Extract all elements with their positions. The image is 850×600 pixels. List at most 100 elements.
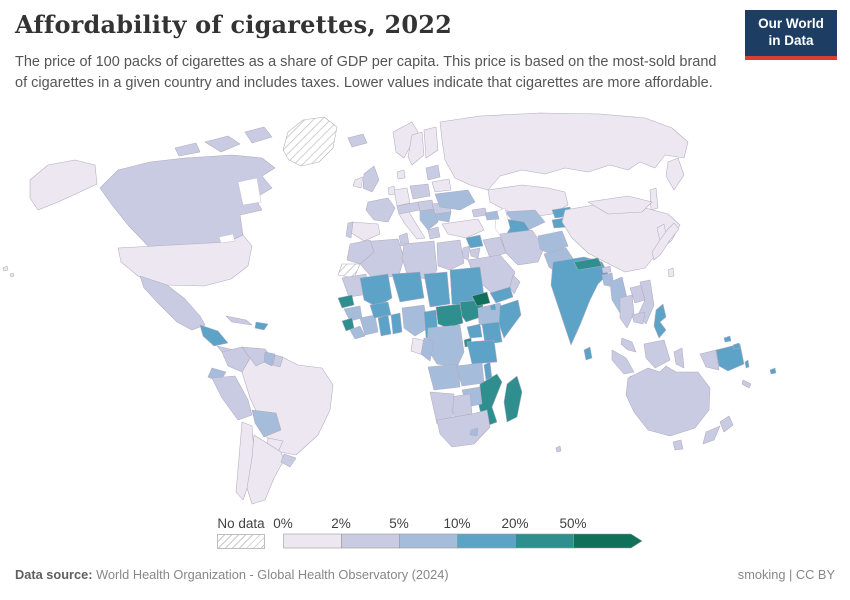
country-uruguay[interactable] — [280, 453, 297, 468]
country-mexico[interactable] — [139, 275, 206, 331]
country-somalia[interactable] — [498, 299, 522, 339]
country-djibouti[interactable] — [489, 303, 497, 311]
credit-line[interactable]: smoking | CC BY — [737, 567, 835, 582]
country-philippines[interactable] — [653, 303, 667, 339]
country-germany[interactable] — [393, 187, 411, 207]
country-malaysia[interactable] — [620, 337, 637, 353]
country-sri-lanka[interactable] — [583, 346, 593, 361]
country-central-african-republic[interactable] — [435, 303, 464, 329]
country-nigeria[interactable] — [401, 304, 429, 337]
country-ireland[interactable] — [352, 176, 364, 189]
country-mongolia[interactable] — [587, 195, 653, 215]
country-sierra-leone[interactable] — [341, 317, 355, 332]
country-peru[interactable] — [211, 375, 253, 421]
country-uganda[interactable] — [466, 323, 483, 339]
country-bhutan[interactable] — [601, 265, 612, 274]
country-hispaniola[interactable] — [254, 321, 269, 331]
country-japan[interactable] — [651, 222, 680, 261]
country-united-states-hawaii-2[interactable] — [9, 272, 15, 278]
country-taiwan[interactable] — [667, 267, 675, 278]
country-georgia[interactable] — [471, 207, 488, 218]
country-niger[interactable] — [391, 271, 425, 303]
country-russia-kamchatka[interactable] — [665, 157, 685, 191]
legend-bin-3[interactable] — [457, 533, 516, 549]
country-mauritius[interactable] — [555, 445, 562, 453]
country-argentina[interactable] — [246, 434, 285, 505]
country-egypt[interactable] — [436, 239, 465, 271]
country-azerbaijan[interactable] — [484, 210, 500, 221]
country-malawi[interactable] — [483, 361, 493, 381]
country-india[interactable] — [550, 256, 609, 346]
legend-bin-4[interactable] — [515, 533, 574, 549]
country-liberia[interactable] — [349, 325, 366, 340]
country-madagascar[interactable] — [503, 375, 523, 423]
country-ghana[interactable] — [377, 314, 392, 337]
country-ukraine[interactable] — [434, 189, 476, 211]
country-baltics[interactable] — [425, 164, 441, 181]
country-cuba[interactable] — [225, 315, 253, 326]
country-lesotho[interactable] — [469, 427, 479, 437]
country-solomon-islands-2[interactable] — [732, 342, 741, 350]
country-chad[interactable] — [423, 271, 451, 308]
country-solomon-islands-1[interactable] — [723, 335, 732, 343]
no-data-swatch[interactable] — [217, 534, 265, 549]
country-cambodia[interactable] — [631, 311, 646, 325]
country-russia[interactable] — [439, 112, 689, 191]
country-greece[interactable] — [427, 226, 441, 240]
country-italy[interactable] — [398, 211, 426, 240]
country-congo[interactable] — [420, 337, 435, 362]
country-central-america[interactable] — [199, 324, 229, 347]
country-sweden[interactable] — [407, 131, 425, 166]
country-colombia[interactable] — [221, 346, 251, 373]
country-denmark[interactable] — [396, 169, 406, 180]
country-russia-sakhalin[interactable] — [649, 187, 659, 211]
owid-logo[interactable]: Our World in Data — [745, 10, 837, 60]
country-indonesia-borneo[interactable] — [643, 339, 671, 369]
country-indonesia-sulawesi[interactable] — [673, 347, 685, 369]
country-morocco[interactable] — [346, 239, 375, 265]
country-canada-arctic-3[interactable] — [174, 142, 201, 157]
country-yemen[interactable] — [489, 286, 514, 304]
country-angola[interactable] — [427, 363, 461, 391]
country-canada[interactable] — [99, 154, 276, 249]
country-cote-divoire[interactable] — [359, 314, 379, 336]
country-thailand[interactable] — [619, 294, 635, 329]
country-canada-arctic-1[interactable] — [204, 135, 241, 153]
country-united-states[interactable] — [117, 234, 253, 287]
country-new-caledonia[interactable] — [741, 379, 752, 389]
country-syria[interactable] — [465, 234, 484, 249]
country-australia-tasmania[interactable] — [672, 439, 684, 451]
country-canada-arctic-2[interactable] — [244, 126, 273, 144]
country-united-states-alaska[interactable] — [29, 159, 98, 211]
country-new-zealand-north[interactable] — [719, 415, 734, 433]
country-greenland[interactable] — [282, 116, 338, 167]
country-iran[interactable] — [499, 229, 545, 266]
country-eritrea[interactable] — [471, 291, 491, 307]
country-guinea[interactable] — [343, 305, 363, 322]
country-togo-benin[interactable] — [390, 312, 403, 335]
country-fiji[interactable] — [769, 367, 777, 375]
legend-bin-2[interactable] — [399, 533, 458, 549]
legend-bin-1[interactable] — [341, 533, 400, 549]
country-zambia[interactable] — [455, 362, 485, 387]
country-indonesia-west-papua[interactable] — [699, 349, 720, 371]
legend-bin-0[interactable] — [283, 533, 342, 549]
country-uzbekistan[interactable] — [504, 209, 546, 231]
country-guyana[interactable] — [263, 351, 276, 367]
country-benelux[interactable] — [387, 185, 396, 196]
country-spain[interactable] — [349, 221, 381, 242]
country-vanuatu[interactable] — [744, 359, 750, 369]
country-oman[interactable] — [509, 274, 521, 295]
country-poland[interactable] — [409, 183, 431, 200]
country-indonesia-sumatra[interactable] — [611, 349, 635, 375]
country-jordan[interactable] — [469, 247, 481, 259]
country-france[interactable] — [365, 197, 396, 223]
country-kenya[interactable] — [481, 321, 503, 345]
country-bolivia[interactable] — [251, 409, 282, 438]
country-australia[interactable] — [625, 365, 711, 437]
country-finland[interactable] — [423, 126, 439, 159]
country-iceland[interactable] — [347, 133, 368, 148]
country-belarus[interactable] — [431, 178, 452, 193]
country-united-states-hawaii[interactable] — [2, 265, 9, 272]
country-nepal[interactable] — [573, 257, 603, 271]
